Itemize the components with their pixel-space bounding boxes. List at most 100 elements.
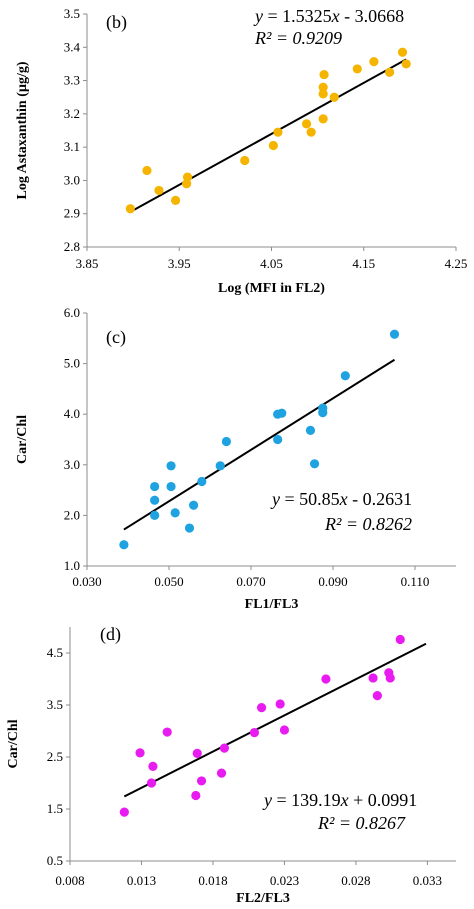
data-point	[389, 329, 400, 339]
equation-intercept: - 3.0668	[340, 6, 405, 26]
equation-intercept: + 0.0991	[349, 790, 418, 810]
x-tick-label: 0.030	[72, 574, 101, 589]
data-point	[170, 195, 181, 205]
x-tick-label: 0.090	[318, 574, 347, 589]
data-point	[192, 748, 202, 758]
chart-panel-2: 1.0 2.0 3.0 4.0 5.0 6.0 0.030 0.050 0.070 0.090 0.…	[15, 305, 456, 612]
trendline-equation: y = 50.85x - 0.2631	[270, 489, 412, 509]
x-tick-label: 0.070	[236, 574, 265, 589]
y-tick-label: 3.5	[64, 6, 80, 21]
data-point	[170, 508, 180, 518]
data-point	[215, 461, 225, 471]
x-tick-label: 0.033	[413, 873, 442, 888]
data-point	[372, 691, 382, 701]
data-point	[249, 727, 260, 738]
data-point	[119, 807, 129, 817]
data-point	[273, 434, 283, 445]
data-point	[318, 114, 328, 124]
data-point	[184, 523, 195, 533]
data-point	[166, 461, 176, 471]
data-point	[397, 47, 408, 57]
data-point	[273, 127, 283, 137]
data-point	[182, 172, 193, 182]
data-point	[385, 673, 395, 683]
data-point	[340, 371, 350, 381]
data-point	[318, 403, 328, 413]
trendline	[123, 358, 396, 531]
trendline-equation: y = 139.19x + 0.0991	[262, 790, 417, 810]
equation-y-var: y	[270, 489, 280, 509]
data-point	[352, 64, 362, 74]
x-tick-label: 4.25	[445, 256, 468, 271]
chart-panel-3: 0.5 1.5 2.5 3.5 4.5 0.008 0.013 0.018 0.023 0.028…	[6, 624, 456, 906]
data-point	[119, 540, 129, 550]
y-tick-label: 2.0	[64, 507, 80, 522]
y-tick-label: 1.0	[64, 558, 80, 573]
equation-slope: = 139.19	[272, 790, 341, 810]
data-point	[277, 408, 287, 418]
panel-label: (c)	[106, 327, 126, 348]
y-tick-label: 3.0	[64, 172, 80, 187]
x-tick-label: 0.028	[341, 873, 370, 888]
data-point	[240, 155, 250, 166]
data-point	[318, 82, 328, 92]
y-tick-label: 4.5	[47, 645, 63, 660]
x-tick-label: 4.05	[260, 256, 283, 271]
data-point	[150, 481, 160, 492]
data-point	[162, 727, 172, 737]
y-tick-label: 2.5	[47, 749, 63, 764]
x-tick-label: 4.15	[352, 256, 375, 271]
equation-x-var: x	[339, 489, 348, 509]
data-point	[154, 185, 164, 196]
equation-x-var: x	[340, 790, 349, 810]
data-point	[319, 69, 329, 80]
panel-label: (d)	[100, 624, 121, 645]
y-tick-label: 2.9	[64, 206, 80, 221]
data-point	[221, 436, 231, 447]
data-point	[150, 510, 160, 520]
x-tick-label: 0.110	[401, 574, 430, 589]
data-point	[189, 500, 199, 510]
y-tick-label: 3.5	[47, 697, 63, 712]
data-point	[216, 768, 227, 778]
equation-slope: = 50.85	[280, 489, 340, 509]
y-tick-label: 3.0	[64, 457, 80, 472]
equation-intercept: - 0.2631	[348, 489, 413, 509]
y-tick-label: 3.1	[64, 139, 80, 154]
data-point	[125, 204, 135, 214]
data-point	[401, 59, 411, 69]
chart-panel-1: 2.8 2.9 3.0 3.1 3.2 3.3 3.4 3.5 3.85 3.95 4.05 4.15…	[15, 6, 467, 296]
data-point	[318, 89, 328, 99]
data-point	[306, 127, 316, 137]
data-point	[275, 699, 285, 709]
x-tick-label: 0.050	[154, 574, 183, 589]
y-axis-title: Car/Chl	[15, 415, 30, 464]
data-point	[219, 743, 229, 753]
equation-y-var: y	[253, 6, 263, 26]
r-squared-label: R² = 0.9209	[254, 28, 342, 48]
equation-y-var: y	[262, 790, 272, 810]
panel-label: (b)	[106, 12, 127, 33]
data-point	[384, 67, 395, 77]
data-point	[135, 748, 145, 758]
data-point	[305, 425, 316, 435]
r-squared-label: R² = 0.8267	[317, 813, 406, 833]
y-axis-title: Car/Chl	[6, 719, 21, 768]
data-point	[369, 56, 379, 67]
data-point	[197, 476, 207, 487]
equation-x-var: x	[331, 6, 340, 26]
data-point	[150, 495, 160, 505]
y-tick-label: 3.4	[64, 39, 81, 54]
trendline-equation: y = 1.5325x - 3.0668	[253, 6, 404, 26]
x-axis-title: FL1/FL3	[245, 597, 299, 612]
equation-slope: = 1.5325	[263, 6, 332, 26]
x-tick-label: 0.008	[55, 873, 84, 888]
x-tick-label: 3.85	[76, 256, 99, 271]
y-tick-label: 6.0	[64, 305, 80, 320]
y-tick-label: 5.0	[64, 356, 80, 371]
y-tick-label: 1.5	[47, 801, 63, 816]
x-tick-label: 3.95	[168, 256, 191, 271]
data-point	[148, 761, 158, 771]
y-tick-label: 2.8	[64, 239, 80, 254]
